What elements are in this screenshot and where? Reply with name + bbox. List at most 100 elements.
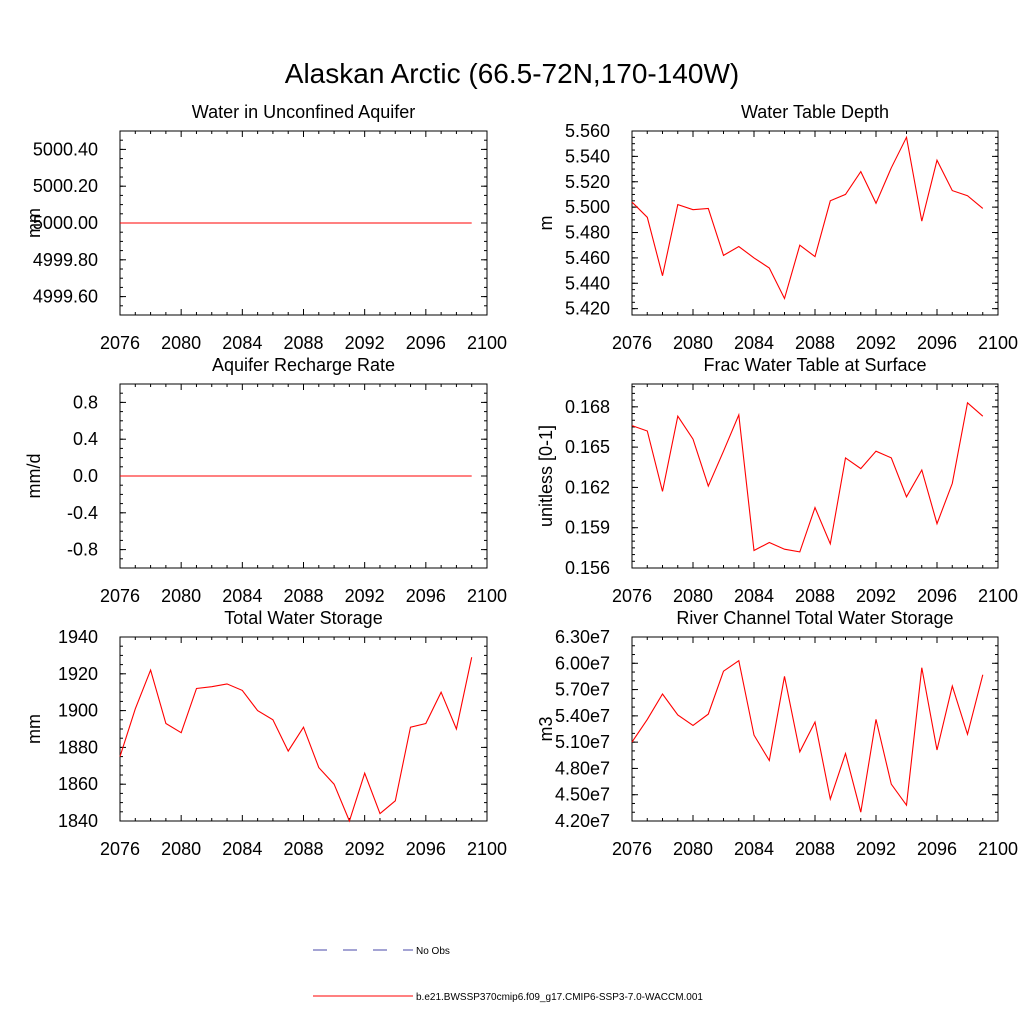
y-tick-label: 0.156 — [565, 558, 610, 578]
x-tick-label: 2080 — [161, 839, 201, 859]
plot-frame — [631, 636, 999, 822]
y-tick-label: 5.460 — [565, 248, 610, 268]
ticks — [119, 130, 488, 316]
y-tick-label: 4.50e7 — [555, 785, 610, 805]
y-tick-label: 5000.00 — [33, 213, 98, 233]
chart-panel-1: Water in Unconfined Aquifer mm 2076 2080 208… — [24, 102, 507, 353]
x-tick-label: 2100 — [467, 586, 507, 606]
panel-title: Water Table Depth — [741, 102, 889, 122]
x-tick-label: 2076 — [612, 333, 652, 353]
x-tick-label: 2076 — [100, 839, 140, 859]
chart-panel-4: Frac Water Table at Surface unitless [0-1… — [536, 355, 1018, 606]
y-tick-label: 4999.60 — [33, 287, 98, 307]
y-axis-label: m3 — [536, 716, 556, 741]
y-tick-label: 6.00e7 — [555, 653, 610, 673]
y-tick-label: 5000.20 — [33, 176, 98, 196]
x-tick-label: 2096 — [406, 839, 446, 859]
figure-title: Alaskan Arctic (66.5-72N,170-140W) — [285, 58, 739, 89]
y-tick-label: 1920 — [58, 664, 98, 684]
y-tick-label: 0.0 — [73, 466, 98, 486]
y-tick-label: 5.540 — [565, 146, 610, 166]
x-tick-label: 2096 — [406, 333, 446, 353]
x-tick-label: 2088 — [795, 839, 835, 859]
y-tick-label: 5.40e7 — [555, 706, 610, 726]
y-tick-label: 5.70e7 — [555, 680, 610, 700]
x-tick-label: 2076 — [100, 333, 140, 353]
x-tick-label: 2084 — [222, 839, 262, 859]
x-tick-label: 2092 — [345, 333, 385, 353]
x-tick-label: 2096 — [917, 839, 957, 859]
y-tick-label: 6.30e7 — [555, 627, 610, 647]
x-tick-label: 2100 — [978, 333, 1018, 353]
y-tick-label: 5.420 — [565, 299, 610, 319]
y-tick-label: 0.4 — [73, 429, 98, 449]
legend: No Obs b.e21.BWSSP370cmip6.f09_g17.CMIP6-… — [313, 946, 703, 1003]
x-tick-label: 2080 — [161, 586, 201, 606]
x-tick-label: 2092 — [856, 333, 896, 353]
y-tick-label: 0.165 — [565, 437, 610, 457]
x-tick-label: 2088 — [283, 839, 323, 859]
y-tick-label: 5.440 — [565, 273, 610, 293]
y-tick-label: -0.4 — [67, 503, 98, 523]
plot-frame — [631, 383, 999, 569]
y-axis-label: mm — [24, 208, 44, 238]
y-tick-label: 5.480 — [565, 223, 610, 243]
x-tick-label: 2100 — [467, 333, 507, 353]
y-tick-label: 4.20e7 — [555, 811, 610, 831]
y-axis-label: mm/d — [24, 454, 44, 499]
x-tick-label: 2100 — [978, 586, 1018, 606]
ticks — [631, 384, 999, 569]
ticks — [631, 130, 999, 316]
panel-title: Water in Unconfined Aquifer — [192, 102, 415, 122]
x-tick-label: 2088 — [795, 333, 835, 353]
legend-label-1: No Obs — [416, 946, 450, 957]
x-tick-label: 2088 — [795, 586, 835, 606]
ticks — [119, 636, 488, 822]
x-tick-label: 2080 — [673, 333, 713, 353]
y-tick-label: 1860 — [58, 774, 98, 794]
ticks — [119, 383, 488, 569]
x-tick-label: 2088 — [283, 586, 323, 606]
y-tick-label: 5.10e7 — [555, 732, 610, 752]
x-tick-label: 2084 — [734, 586, 774, 606]
x-tick-label: 2080 — [161, 333, 201, 353]
x-tick-label: 2092 — [345, 586, 385, 606]
panels: Water in Unconfined Aquifer mm 2076 2080 208… — [24, 102, 1018, 859]
x-tick-label: 2096 — [917, 586, 957, 606]
y-tick-label: 0.168 — [565, 397, 610, 417]
y-tick-label: 1900 — [58, 701, 98, 721]
x-tick-label: 2084 — [734, 333, 774, 353]
x-tick-label: 2092 — [856, 586, 896, 606]
plot-frame — [631, 130, 999, 316]
x-tick-label: 2096 — [406, 586, 446, 606]
y-tick-label: 4999.80 — [33, 250, 98, 270]
y-tick-label: 1880 — [58, 737, 98, 757]
y-tick-label: 1840 — [58, 811, 98, 831]
series-line-1 — [631, 135, 984, 301]
x-tick-label: 2080 — [673, 839, 713, 859]
series-line-1 — [631, 659, 984, 813]
panel-title: Aquifer Recharge Rate — [212, 355, 395, 375]
x-tick-label: 2100 — [978, 839, 1018, 859]
y-tick-label: 5.560 — [565, 121, 610, 141]
x-tick-label: 2076 — [612, 839, 652, 859]
y-tick-label: 0.162 — [565, 477, 610, 497]
x-tick-label: 2092 — [856, 839, 896, 859]
y-tick-label: 4.80e7 — [555, 758, 610, 778]
x-tick-label: 2080 — [673, 586, 713, 606]
y-tick-label: 1940 — [58, 627, 98, 647]
x-tick-label: 2084 — [222, 586, 262, 606]
ticks — [631, 636, 999, 822]
chart-panel-5: Total Water Storage mm 2076 2080 2084 2088 209… — [24, 608, 507, 859]
series-line-1 — [631, 401, 984, 553]
y-tick-label: -0.8 — [67, 540, 98, 560]
x-tick-label: 2076 — [100, 586, 140, 606]
x-tick-label: 2084 — [734, 839, 774, 859]
panel-title: River Channel Total Water Storage — [676, 608, 953, 628]
chart-panel-3: Aquifer Recharge Rate mm/d 2076 2080 2084 208… — [24, 355, 507, 606]
x-tick-label: 2084 — [222, 333, 262, 353]
chart-panel-6: River Channel Total Water Storage m3 2076 2… — [536, 608, 1018, 859]
x-tick-label: 2100 — [467, 839, 507, 859]
